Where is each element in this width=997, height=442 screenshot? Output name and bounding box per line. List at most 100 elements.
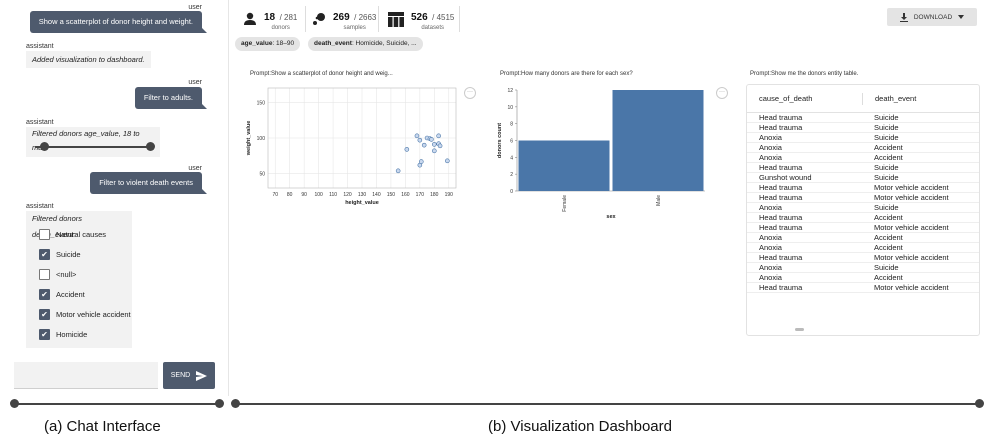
table-cell: Anoxia xyxy=(759,133,782,142)
filter-key: death_event xyxy=(314,40,352,47)
user-message: Filter to violent death events xyxy=(90,172,207,194)
table-cell: Suicide xyxy=(874,113,899,122)
send-label: SEND xyxy=(170,372,191,379)
checkbox-checked-icon[interactable]: ✔ xyxy=(39,249,50,260)
death-event-option[interactable]: ✔ Suicide xyxy=(39,249,81,260)
table-row: Anoxia Accident xyxy=(747,143,979,153)
scatter-point xyxy=(436,133,441,139)
stat-total: / 4515 xyxy=(432,13,455,22)
table-cell: Motor vehicle accident xyxy=(874,223,949,232)
column-header-death-event[interactable]: death_event xyxy=(862,92,977,105)
stat-value: 526 xyxy=(411,12,428,23)
death-event-option[interactable]: ✔ Motor vehicle accident xyxy=(39,309,131,320)
caption-chat: (a) Chat Interface xyxy=(44,418,161,435)
option-label: Accident xyxy=(56,290,85,299)
death-event-option[interactable]: <null> xyxy=(39,269,76,280)
checkbox-checked-icon[interactable]: ✔ xyxy=(39,289,50,300)
download-label: DOWNLOAD xyxy=(913,13,953,21)
x-tick-label: 170 xyxy=(416,192,425,198)
stat-donors: 18 / 281 donors xyxy=(243,6,297,32)
y-tick-label: 6 xyxy=(510,139,513,145)
table-row: Anoxia Suicide xyxy=(747,203,979,213)
age-slider-track[interactable] xyxy=(35,146,150,148)
chat-panel: user Show a scatterplot of donor height … xyxy=(0,0,229,396)
table-cell: Anoxia xyxy=(759,263,782,272)
table-cell: Suicide xyxy=(874,203,899,212)
table-cell: Anoxia xyxy=(759,153,782,162)
assistant-slider-message: Filtered donors age_value, 18 to max: xyxy=(26,127,160,157)
table-cell: Anoxia xyxy=(759,203,782,212)
filter-chip-death-event[interactable]: death_event: Homicide, Suicide, ... xyxy=(308,37,423,51)
table-row: Anoxia Suicide xyxy=(747,133,979,143)
table-cell: Suicide xyxy=(874,133,899,142)
filter-chip-age[interactable]: age_value: 18–90 xyxy=(235,37,301,51)
checkbox-checked-icon[interactable]: ✔ xyxy=(39,329,50,340)
scatter-point xyxy=(417,137,423,143)
table-row: Anoxia Accident xyxy=(747,243,979,253)
table-cell: Accident xyxy=(874,213,903,222)
x-tick-label: 100 xyxy=(314,192,323,198)
scatter-more-icon[interactable]: ··· xyxy=(464,87,476,99)
stat-samples: 269 / 2663 samples xyxy=(312,6,376,32)
checkbox-unchecked-icon[interactable] xyxy=(39,269,50,280)
table-row: Head trauma Suicide xyxy=(747,113,979,123)
stat-value: 269 xyxy=(333,12,350,23)
table-row: Head trauma Motor vehicle accident xyxy=(747,283,979,293)
table-scrollbar[interactable] xyxy=(795,328,804,331)
table-row: Anoxia Accident xyxy=(747,153,979,163)
checkbox-checked-icon[interactable]: ✔ xyxy=(39,309,50,320)
x-tick-label: 90 xyxy=(301,192,307,198)
x-tick-label: 130 xyxy=(358,192,367,198)
table-cell: Anoxia xyxy=(759,243,782,252)
role-label-user: user xyxy=(188,79,202,86)
table-cell: Motor vehicle accident xyxy=(874,253,949,262)
table-row: Anoxia Accident xyxy=(747,233,979,243)
chat-input[interactable] xyxy=(14,362,158,389)
role-label-assistant: assistant xyxy=(26,119,54,126)
table-cell: Motor vehicle accident xyxy=(874,193,949,202)
scatter-prompt: Prompt:Show a scatterplot of donor heigh… xyxy=(250,71,393,77)
send-button[interactable]: SEND xyxy=(163,362,215,389)
x-tick-label: 120 xyxy=(343,192,352,198)
y-tick-label: 10 xyxy=(507,105,513,111)
download-button[interactable]: DOWNLOAD xyxy=(887,8,977,26)
table-row: Anoxia Accident xyxy=(747,273,979,283)
x-tick-label: 160 xyxy=(401,192,410,198)
y-tick-label: 4 xyxy=(510,155,513,161)
death-event-option[interactable]: ✔ Homicide xyxy=(39,329,87,340)
x-axis-label: sex xyxy=(606,214,616,220)
table-row: Head trauma Suicide xyxy=(747,123,979,133)
age-slider-max-handle[interactable] xyxy=(145,142,155,151)
bar xyxy=(612,90,704,191)
bar-more-icon[interactable]: ··· xyxy=(716,87,728,99)
scatter-point xyxy=(404,147,410,152)
x-tick-label: Female xyxy=(562,195,568,212)
checkbox-unchecked-icon[interactable] xyxy=(39,229,50,240)
stat-datasets: 526 / 4515 datasets xyxy=(388,6,454,32)
y-tick-label: 8 xyxy=(510,122,513,128)
user-message: Show a scatterplot of donor height and w… xyxy=(29,11,208,33)
table-cell: Motor vehicle accident xyxy=(874,283,949,292)
role-label-assistant: assistant xyxy=(26,203,54,210)
table-cell: Motor vehicle accident xyxy=(874,183,949,192)
table-row: Gunshot wound Suicide xyxy=(747,173,979,183)
death-event-option[interactable]: Natural causes xyxy=(39,229,106,240)
scatter-point xyxy=(421,142,427,148)
bar-chart: 0 2 4 6 8 10 12 Female Male sex donors count xyxy=(497,88,705,220)
death-event-option[interactable]: ✔ Accident xyxy=(39,289,85,300)
y-axis-label: weight_value xyxy=(246,121,252,157)
stat-divider xyxy=(305,6,306,32)
send-icon xyxy=(196,370,208,381)
y-tick-label: 0 xyxy=(510,189,513,195)
table-row: Head trauma Accident xyxy=(747,213,979,223)
assistant-message: Filtered donors age_value, 18 to max: xyxy=(32,129,140,152)
bar-prompt: Prompt:How many donors are there for eac… xyxy=(500,71,633,77)
stat-label: donors xyxy=(271,25,290,31)
column-header-cause-of-death[interactable]: cause_of_death xyxy=(759,93,813,103)
donors-table: cause_of_death death_event Head trauma Su… xyxy=(746,84,980,336)
x-tick-label: 110 xyxy=(329,192,337,198)
option-label: <null> xyxy=(56,270,77,279)
age-slider-min-handle[interactable] xyxy=(39,142,49,151)
table-cell: Head trauma xyxy=(759,163,803,172)
role-label-user: user xyxy=(188,165,202,172)
